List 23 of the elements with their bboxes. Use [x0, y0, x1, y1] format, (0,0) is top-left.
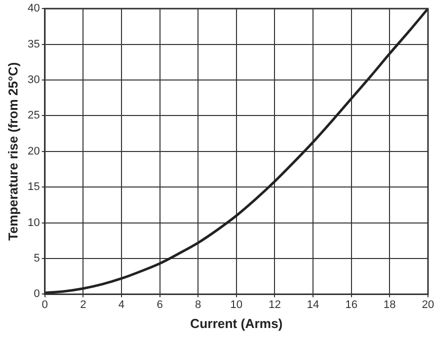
x-tick-label: 10 [230, 298, 243, 311]
y-tick-label: 0 [34, 288, 40, 300]
y-axis-title: Temperature rise (from 25°C) [5, 62, 20, 241]
y-tick-label: 30 [28, 74, 40, 86]
x-tick-label: 14 [306, 298, 320, 311]
line-series [44, 8, 428, 294]
x-tick-label: 6 [156, 298, 163, 311]
y-tick-label: 5 [34, 252, 40, 265]
x-tick-label: 12 [268, 298, 281, 311]
y-tick-label: 10 [28, 216, 40, 229]
y-tick-label: 15 [28, 181, 40, 194]
y-tick-label: 35 [28, 38, 40, 50]
x-tick-label: 8 [195, 298, 202, 311]
y-tick-label: 40 [28, 2, 40, 15]
x-axis-title: Current (Arms) [190, 316, 283, 331]
x-tick-label: 2 [80, 298, 86, 311]
x-tick-label: 4 [118, 298, 125, 311]
x-tick-label: 20 [422, 298, 434, 311]
y-tick-label: 25 [28, 110, 40, 122]
x-tick-label: 16 [345, 298, 358, 311]
x-tick-label: 18 [384, 298, 396, 311]
x-tick-label: 0 [42, 298, 48, 311]
y-tick-label: 20 [28, 145, 40, 158]
